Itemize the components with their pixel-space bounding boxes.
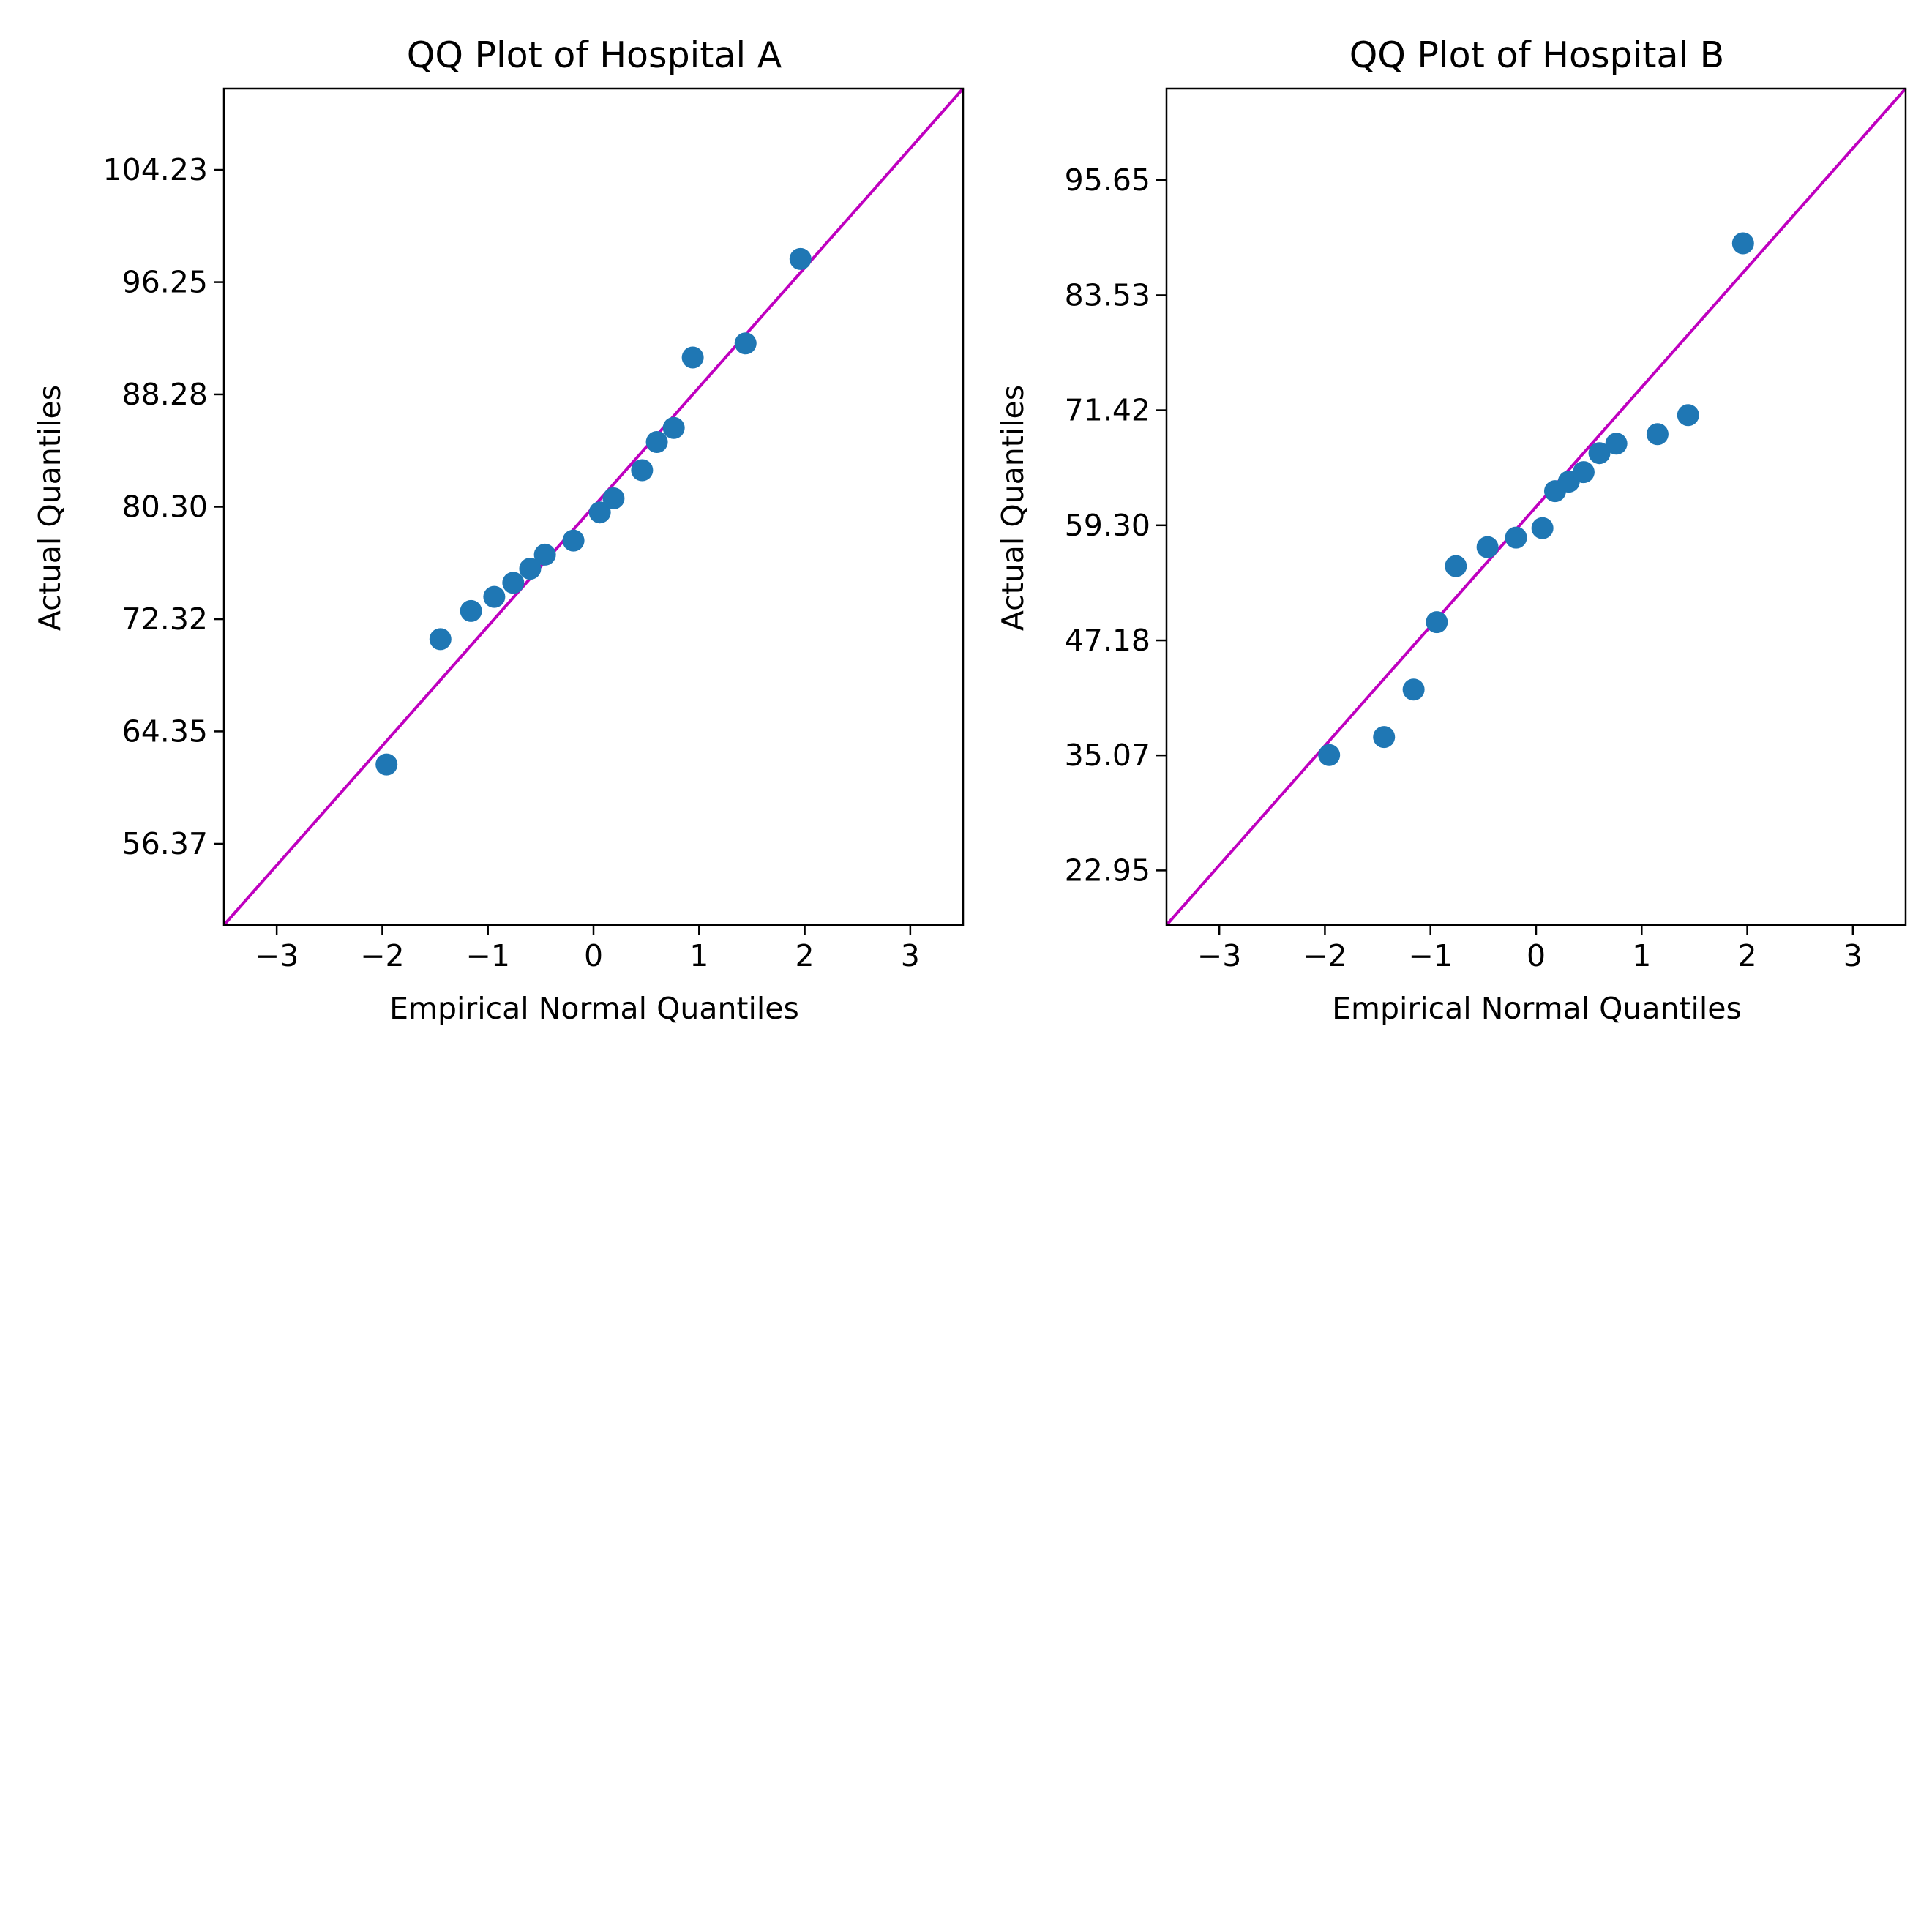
data-point [645,430,668,453]
x-axis-label: Empirical Normal Quantiles [389,991,799,1026]
x-tick-label: 1 [689,938,708,973]
y-tick-label: 72.32 [122,602,208,637]
y-tick-label: 71.42 [1065,393,1150,428]
data-point [375,753,398,776]
data-point [460,599,482,622]
data-point [1731,232,1754,255]
y-ticks: 22.95 35.07 47.18 59.30 71.42 83.53 95.65 [1065,162,1167,888]
data-point [1531,517,1554,539]
data-point [1572,461,1595,484]
x-tick-label: 2 [1738,938,1757,973]
y-tick-label: 59.30 [1065,508,1150,543]
qq-plot-hospital-a: QQ Plot of Hospital A Empirical Normal Q… [32,34,965,1026]
x-tick-label: 2 [795,938,815,973]
y-tick-label: 95.65 [1065,162,1150,198]
data-point [1588,442,1611,465]
y-axis-label: Actual Quantiles [995,385,1030,631]
data-point [1402,678,1425,701]
y-tick-label: 88.28 [122,377,208,412]
reference-line [1165,87,1907,926]
x-tick-label: −2 [1303,938,1347,973]
x-tick-label: −1 [1408,938,1452,973]
data-points [1318,232,1754,766]
y-tick-label: 22.95 [1065,853,1150,888]
plot-area-frame [1165,87,1907,926]
x-tick-label: −2 [360,938,404,973]
data-point [429,628,452,651]
data-point [1373,726,1396,749]
data-point [1677,404,1699,427]
x-ticks: −3 −2 −1 0 1 2 3 [255,925,920,973]
data-point [789,247,812,270]
x-tick-label: −3 [255,938,299,973]
x-tick-label: −3 [1197,938,1241,973]
plot-area-frame [222,87,965,926]
data-point [483,585,506,608]
x-tick-label: 0 [1527,938,1546,973]
x-tick-label: 1 [1632,938,1651,973]
data-point [502,572,525,594]
data-point [1605,433,1628,455]
y-axis-label: Actual Quantiles [32,385,67,631]
data-point [734,332,757,355]
y-tick-label: 80.30 [122,490,208,525]
data-point [681,346,704,369]
x-tick-label: −1 [465,938,509,973]
y-tick-label: 47.18 [1065,623,1150,658]
data-point [1445,555,1467,577]
y-tick-label: 35.07 [1065,738,1150,773]
data-point [1646,423,1669,446]
data-point [1476,536,1499,558]
data-point [588,501,611,524]
data-points [375,247,812,776]
data-point [602,487,625,509]
data-point [533,543,556,566]
qq-plot-hospital-b: QQ Plot of Hospital B Empirical Normal Q… [995,34,1907,1026]
y-tick-label: 96.25 [122,265,208,300]
chart-title: QQ Plot of Hospital B [1349,34,1725,76]
y-ticks: 56.37 64.35 72.32 80.30 88.28 96.25 104.23 [103,152,224,861]
chart-title: QQ Plot of Hospital A [407,34,782,76]
x-axis-label: Empirical Normal Quantiles [1332,991,1742,1026]
x-tick-label: 3 [1843,938,1862,973]
data-point [1318,744,1341,766]
y-tick-label: 83.53 [1065,277,1150,312]
data-point [1505,526,1527,549]
data-point [662,416,685,439]
y-tick-label: 64.35 [122,714,208,749]
x-tick-label: 0 [584,938,603,973]
data-point [631,459,654,482]
x-tick-label: 3 [901,938,920,973]
data-point [1426,611,1448,634]
x-ticks: −3 −2 −1 0 1 2 3 [1197,925,1862,973]
data-point [562,529,585,552]
data-point [519,558,542,580]
y-tick-label: 104.23 [103,152,208,187]
y-tick-label: 56.37 [122,826,208,861]
